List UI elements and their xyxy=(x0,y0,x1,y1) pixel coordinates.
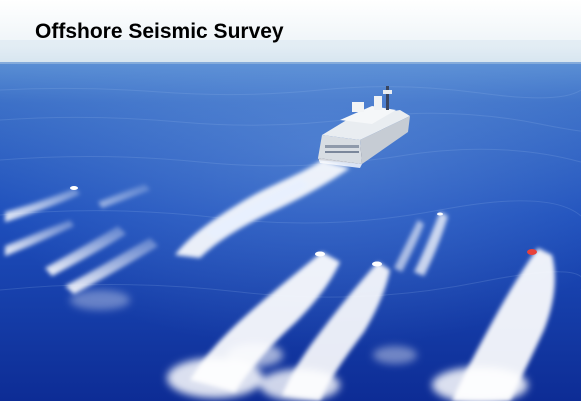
survey-vessel xyxy=(318,86,410,168)
right-wakes xyxy=(394,212,555,401)
wake-heads xyxy=(70,186,537,267)
main-wake xyxy=(175,160,350,258)
left-wakes xyxy=(5,184,158,294)
foreground-spray xyxy=(70,290,528,401)
slide-title: Offshore Seismic Survey xyxy=(35,20,284,43)
